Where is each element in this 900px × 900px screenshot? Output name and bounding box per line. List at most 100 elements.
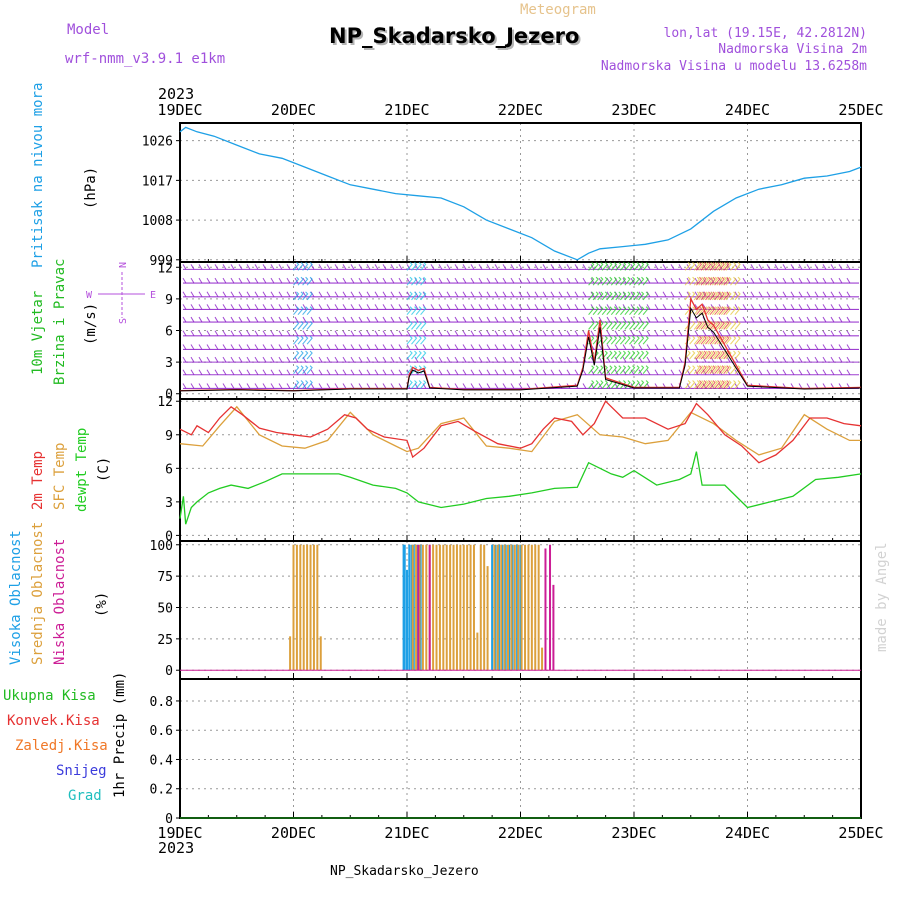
y-tick-label: 0.8 [150,695,173,710]
precip-legend-conv: Konvek.Kisa [7,713,100,729]
temp-ylabel-2: SFC Temp [52,443,68,510]
bottom-date-label: 20DEC [271,824,316,842]
pressure-series [179,126,862,261]
top-date-label: 23DEC [611,101,656,119]
cloud-ylabel-2: Srednja Oblacnost [30,522,46,665]
wind-unit: (m/s) [83,303,99,345]
precip-legend-snow: Snijeg [56,763,107,779]
top-date-label: 25DEC [838,101,883,119]
y-tick-label: 0 [165,388,173,403]
bottom-date-label: 21DEC [384,824,429,842]
wind-barbs [182,344,851,350]
panel-frame [179,678,862,819]
y-tick-label: 0.4 [150,753,174,768]
top-date-label: 19DEC [157,101,202,119]
y-tick-label: 6 [165,325,173,340]
model-elevation-label: Nadmorska Visina u modelu 13.6258m [601,59,867,74]
bottom-date-label: 23DEC [611,824,656,842]
y-tick-label: 3 [165,356,173,371]
wind-barbs [182,356,851,363]
panel-pressure: 999 1008 1017 1026 [142,122,862,269]
cloud-ylabel-1: Visoka Oblacnost [8,530,24,665]
top-date-label: 24DEC [725,101,770,119]
page-title: NP_Skadarsko_Jezero [329,24,579,48]
cloud-unit: (%) [94,592,110,617]
y-tick-label: 1008 [142,214,173,229]
temp-ylabel-3: dewpt Temp [74,428,90,512]
wind-barbs [182,330,851,337]
elevation-label: Nadmorska Visina 2m [718,42,867,57]
panel-cloud_cover: 0 25 50 75 100 [150,539,862,680]
y-tick-label: 3 [165,496,173,511]
year-bottom: 2023 [158,839,194,857]
y-tick-label: 9 [165,293,173,308]
y-tick-label: 0.2 [150,783,173,798]
panel-frame [179,122,862,263]
model-label: Model [67,22,109,38]
y-tick-label: 100 [150,539,173,554]
wind-barbs [182,277,851,284]
panel-precipitation: 0 0.2 0.4 0.6 0.8 [150,678,862,827]
wind-barbs-cluster [406,262,427,389]
sfc-series [179,405,861,456]
top-date-label: 20DEC [271,101,316,119]
wind-barbs-cluster [684,262,741,389]
model-name: wrf-nmm_v3.9.1 e1km [65,51,225,67]
bottom-date-label: 22DEC [498,824,543,842]
y-tick-label: 12 [157,261,173,276]
precip-ylabel: 1hr Precip (mm) [112,672,128,798]
wind-ylabel-2: Brzina i Pravac [52,259,68,385]
t2m-series [179,400,862,464]
y-tick-label: 12 [157,395,173,410]
wind-barbs [182,304,851,310]
pressure-unit: (hPa) [83,167,99,209]
top-date-labels: 19DEC 20DEC 21DEC 22DEC 23DEC 24DEC 25DEC [157,101,883,119]
dew-series [179,451,862,525]
cloud-ylabel-3: Niska Oblacnost [52,539,68,665]
lonlat-label: lon,lat (19.15E, 42.2812N) [664,26,868,41]
panel-temperature: 0 3 6 9 12 [157,395,862,544]
temp-unit: (C) [96,457,112,482]
precip-legend-grad: Grad [68,788,102,804]
top-date-label: 22DEC [498,101,543,119]
temp-ylabel-1: 2m Temp [30,451,46,510]
wind-ylabel-1: 10m Vjetar [30,291,46,375]
y-tick-label: 0.6 [150,724,173,739]
wind-barbs-cluster [293,262,313,389]
bottom-date-label: 24DEC [725,824,770,842]
y-tick-label: 0 [165,529,173,544]
y-tick-label: 75 [157,570,173,585]
credit-label: made by Angel [874,542,890,652]
panel-wind: 0 3 6 9 12 [157,261,862,403]
year-top: 2023 [158,85,194,103]
bottom-date-label: 19DEC [157,824,202,842]
wind-barbs [182,316,851,323]
page-title-shadow: NP_Skadarsko_Jezero [331,26,581,50]
svg-text:E: E [150,290,156,301]
bottom-date-labels: 19DEC 20DEC 21DEC 22DEC 23DEC 24DEC 25DEC [157,824,883,842]
y-tick-label: 999 [150,254,173,269]
y-tick-label: 50 [157,601,173,616]
compass-icon: N E W S [86,262,156,324]
wind-barbs [182,369,851,376]
y-tick-label: 25 [157,633,173,648]
y-tick-label: 6 [165,462,173,477]
meteogram-label: Meteogram [520,2,596,18]
footer-station: NP_Skadarsko_Jezero [330,864,479,879]
wind-speed-black [179,306,862,392]
svg-text:N: N [118,262,129,268]
wind-barbs-cluster [588,262,649,389]
y-tick-label: 1026 [142,135,173,150]
svg-text:W: W [86,290,93,301]
y-tick-label: 0 [165,664,173,679]
top-date-label: 21DEC [384,101,429,119]
y-tick-label: 9 [165,429,173,444]
wind-barbs [182,291,851,298]
y-tick-label: 0 [165,812,173,827]
bottom-date-label: 25DEC [838,824,883,842]
pressure-ylabel: Pritisak na nivou mora [30,83,46,268]
precip-legend-frz: Zaledj.Kisa [15,738,108,754]
precip-legend-total: Ukupna Kisa [3,688,96,704]
y-tick-label: 1017 [142,174,173,189]
